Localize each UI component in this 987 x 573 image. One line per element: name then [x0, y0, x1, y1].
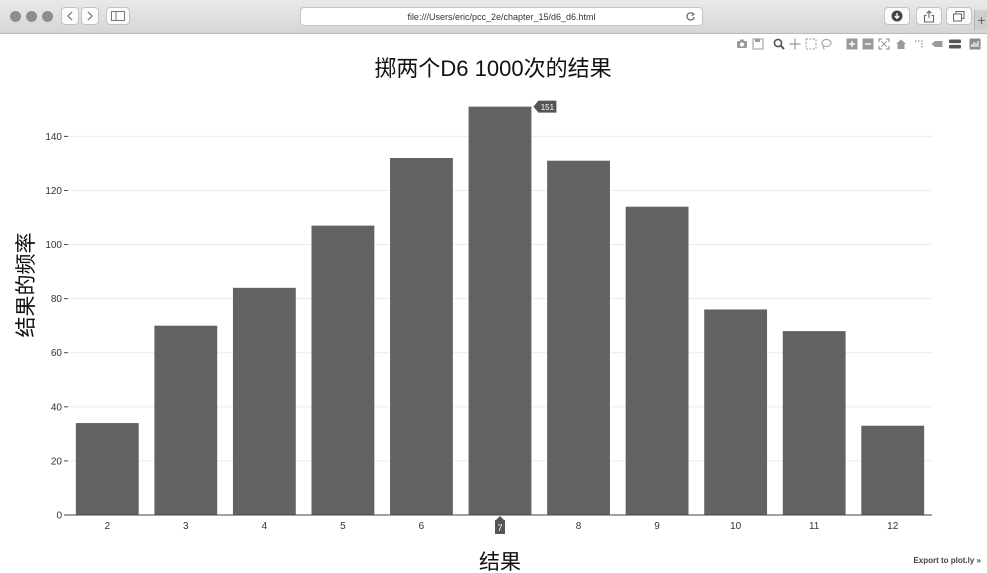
lasso-icon[interactable] — [820, 38, 832, 50]
hover-closest-icon[interactable] — [931, 38, 943, 50]
bars — [75, 106, 925, 516]
y-tick-label: 0 — [56, 511, 62, 522]
chart-title: 掷两个D6 1000次的结果 — [374, 56, 611, 81]
save-icon[interactable] — [752, 38, 764, 50]
url-text: file:///Users/eric/pcc_2e/chapter_15/d6_… — [407, 11, 596, 22]
reload-icon[interactable] — [685, 11, 696, 24]
hover-value-box — [533, 100, 557, 113]
y-tick-label: 80 — [51, 294, 63, 305]
zoom-out-icon[interactable] — [862, 38, 874, 50]
tabs-overview-button[interactable] — [946, 7, 972, 25]
bar-5[interactable] — [311, 225, 375, 515]
y-tick-label: 20 — [51, 456, 63, 467]
plotly-logo-icon[interactable] — [969, 38, 981, 50]
back-button[interactable] — [61, 7, 79, 25]
hover-x-label: 7 — [497, 523, 502, 533]
y-axis-title: 结果的频率 — [15, 233, 38, 338]
bar-9[interactable] — [625, 206, 689, 515]
close-window-button[interactable] — [10, 11, 21, 22]
x-tick-label: 8 — [576, 521, 582, 532]
bar-12[interactable] — [861, 425, 925, 515]
spike-lines-icon[interactable] — [914, 38, 926, 50]
x-tick-label: 9 — [654, 521, 660, 532]
sidebar-icon — [111, 11, 125, 21]
address-bar[interactable]: file:///Users/eric/pcc_2e/chapter_15/d6_… — [300, 7, 703, 26]
chevron-left-icon — [67, 11, 73, 21]
zoom-in-icon[interactable] — [846, 38, 858, 50]
x-axis-title: 结果 — [479, 551, 521, 573]
downloads-button[interactable] — [884, 7, 910, 25]
bar-7[interactable] — [468, 106, 532, 515]
home-icon[interactable] — [895, 38, 907, 50]
bar-11[interactable] — [782, 331, 846, 515]
x-tick-label: 2 — [104, 521, 110, 532]
sidebar-button[interactable] — [106, 7, 130, 25]
box-select-icon[interactable] — [805, 38, 817, 50]
bar-2[interactable] — [75, 423, 139, 515]
bar-6[interactable] — [390, 158, 453, 516]
bar-8[interactable] — [547, 160, 610, 515]
x-tick-label: 11 — [809, 521, 820, 532]
autoscale-icon[interactable] — [878, 38, 890, 50]
export-to-plotly-link[interactable]: Export to plot.ly » — [913, 556, 981, 565]
forward-button[interactable] — [81, 7, 99, 25]
y-tick-label: 140 — [45, 132, 62, 143]
camera-icon[interactable] — [736, 38, 748, 50]
bar-4[interactable] — [232, 287, 296, 515]
new-tab-button[interactable]: + — [974, 10, 987, 30]
minimize-window-button[interactable] — [26, 11, 37, 22]
x-tick-label: 5 — [340, 521, 346, 532]
y-tick-label: 60 — [51, 348, 63, 359]
browser-toolbar: file:///Users/eric/pcc_2e/chapter_15/d6_… — [0, 0, 987, 34]
hover-compare-icon[interactable] — [948, 38, 961, 50]
share-button[interactable] — [916, 7, 942, 25]
hover-value-label: 151 — [541, 103, 555, 112]
y-tick-label: 100 — [45, 240, 62, 251]
x-tick-label: 6 — [419, 521, 425, 532]
x-tick-label: 4 — [262, 521, 268, 532]
x-tick-label: 10 — [730, 521, 742, 532]
tick-labels: 0 20 40 60 80 100 120 140 2 3 4 5 6 8 9 10 11 12 — [45, 132, 898, 532]
zoom-window-button[interactable] — [42, 11, 53, 22]
share-icon — [923, 9, 935, 23]
hover-x-box — [495, 516, 505, 534]
download-icon — [891, 10, 903, 22]
zoom-icon[interactable] — [773, 38, 785, 50]
tabs-icon — [953, 10, 965, 21]
bar-10[interactable] — [704, 309, 768, 515]
x-tick-label: 3 — [183, 521, 189, 532]
y-tick-label: 120 — [45, 186, 62, 197]
x-tick-label: 12 — [887, 521, 899, 532]
pan-icon[interactable] — [789, 38, 801, 50]
bar-3[interactable] — [154, 325, 218, 515]
chevron-right-icon — [87, 11, 93, 21]
y-tick-label: 40 — [51, 402, 63, 413]
